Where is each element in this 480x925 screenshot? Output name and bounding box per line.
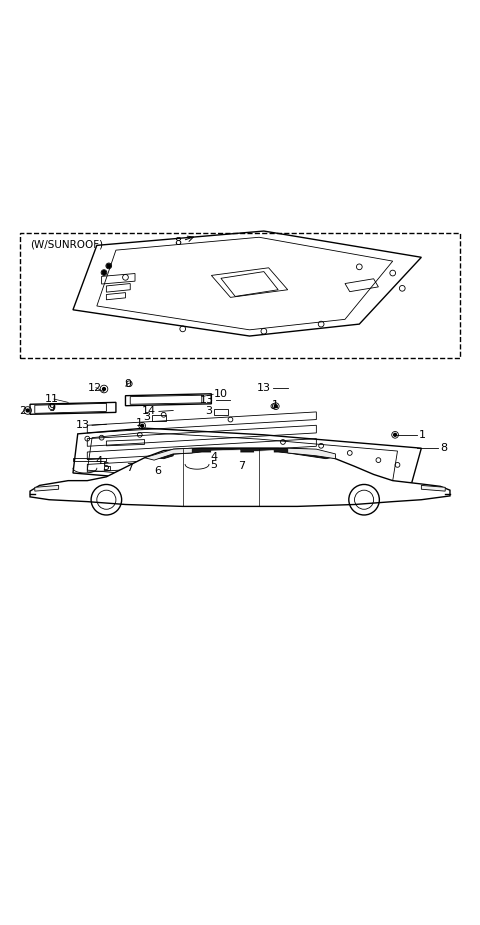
Text: 9: 9 xyxy=(124,379,132,389)
Text: 5: 5 xyxy=(102,462,109,473)
Text: 13: 13 xyxy=(75,420,89,430)
Polygon shape xyxy=(30,449,450,506)
Text: 12: 12 xyxy=(87,383,101,392)
Polygon shape xyxy=(35,486,59,491)
Polygon shape xyxy=(288,449,336,459)
Polygon shape xyxy=(421,486,445,491)
Text: 1: 1 xyxy=(136,418,144,428)
Circle shape xyxy=(141,425,144,427)
Text: 3: 3 xyxy=(143,413,150,422)
Text: 2: 2 xyxy=(19,406,26,416)
Text: 13: 13 xyxy=(257,383,271,393)
Circle shape xyxy=(103,388,106,390)
Circle shape xyxy=(275,405,277,408)
Polygon shape xyxy=(154,449,336,459)
Text: 7: 7 xyxy=(239,462,245,472)
Text: 7: 7 xyxy=(126,463,133,474)
Text: 1: 1 xyxy=(272,400,279,410)
Text: 13: 13 xyxy=(200,394,214,404)
Polygon shape xyxy=(144,449,192,460)
Text: 6: 6 xyxy=(155,466,161,476)
Text: 8: 8 xyxy=(441,443,447,453)
Text: 4: 4 xyxy=(210,451,217,462)
Polygon shape xyxy=(211,450,240,456)
Polygon shape xyxy=(254,450,274,456)
Circle shape xyxy=(394,434,396,437)
Text: 4: 4 xyxy=(96,456,103,465)
Text: 1: 1 xyxy=(419,430,426,439)
Text: 8: 8 xyxy=(174,237,181,247)
Circle shape xyxy=(107,264,111,268)
Text: 14: 14 xyxy=(142,406,156,416)
Circle shape xyxy=(26,409,29,412)
Text: 3: 3 xyxy=(205,406,213,416)
Circle shape xyxy=(102,271,106,275)
Text: (W/SUNROOF): (W/SUNROOF) xyxy=(30,240,103,249)
Text: 5: 5 xyxy=(210,461,217,471)
Text: 9: 9 xyxy=(48,402,55,413)
Text: 10: 10 xyxy=(214,389,228,400)
Text: 11: 11 xyxy=(45,394,59,404)
